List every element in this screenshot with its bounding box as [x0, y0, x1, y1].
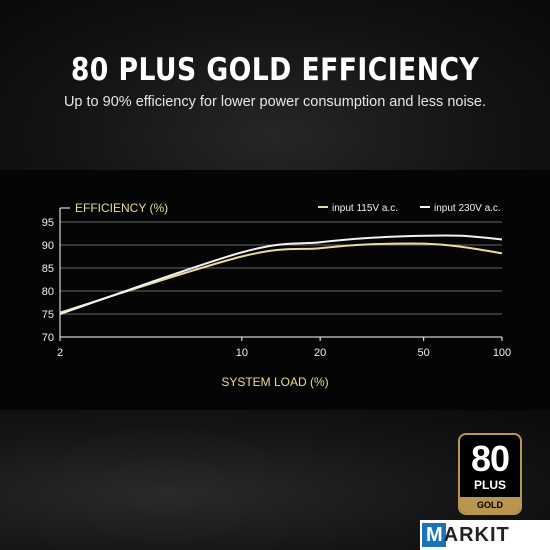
y-tick-label: 80	[42, 286, 54, 298]
y-axis-label: EFFICIENCY (%)	[75, 201, 168, 215]
x-tick-label: 10	[236, 347, 248, 359]
y-tick-label: 90	[42, 240, 54, 252]
y-axis-ticks: 70 75 80 85 90 95	[42, 217, 54, 344]
chart-grid	[59, 207, 502, 338]
x-tick-label: 100	[493, 347, 511, 359]
x-tick-label: 20	[314, 347, 326, 359]
badge-plus: PLUS	[473, 478, 506, 492]
y-tick-label: 95	[42, 217, 54, 229]
badge-tier: GOLD	[460, 497, 520, 513]
header-background	[0, 0, 550, 170]
80-plus-gold-badge: 80 PLUS GOLD	[458, 433, 522, 515]
x-axis-ticks: 2 10 20 50 100	[57, 337, 511, 359]
chart-legend: input 115V a.c. input 230V a.c.	[318, 203, 501, 214]
x-tick-label: 50	[418, 347, 430, 359]
watermark-text: MARKIT	[426, 524, 510, 546]
watermark-m-block	[422, 523, 446, 547]
y-tick-label: 70	[42, 332, 54, 344]
x-axis-label: SYSTEM LOAD (%)	[221, 375, 328, 389]
legend-label: input 115V a.c.	[332, 203, 398, 214]
chart-series	[59, 234, 503, 315]
chart-background	[0, 170, 550, 410]
y-tick-label: 75	[42, 309, 54, 321]
badge-number: 80	[470, 438, 510, 479]
y-tick-label: 85	[42, 263, 54, 275]
page-subtitle: Up to 90% efficiency for lower power con…	[63, 94, 487, 110]
watermark-logo: MARKIT	[420, 520, 550, 550]
series-line-230v	[59, 234, 503, 315]
x-tick-label: 2	[57, 347, 63, 359]
series-line-115v	[59, 242, 503, 314]
page-title: 80 PLUS GOLD EFFICIENCY	[70, 52, 480, 88]
legend-label: input 230V a.c.	[434, 203, 501, 214]
